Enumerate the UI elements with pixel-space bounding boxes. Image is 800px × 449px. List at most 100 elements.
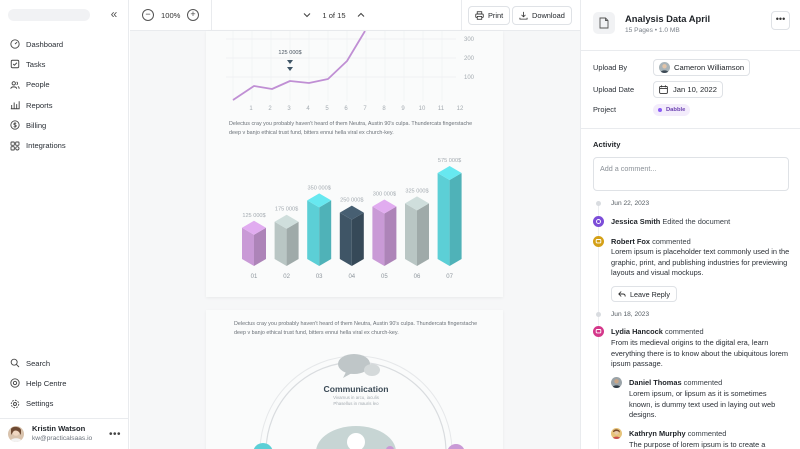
activity-date: Jun 18, 2023	[611, 311, 650, 318]
help-icon	[10, 378, 20, 389]
x-tick-label: 4	[306, 106, 310, 112]
sidebar-item-label: Integrations	[26, 141, 66, 151]
bar-side	[449, 173, 462, 266]
activity-user: Robert Fox	[611, 237, 651, 246]
data-label: 325 000$	[405, 188, 429, 194]
bar-side	[417, 203, 429, 266]
avatar	[611, 428, 622, 439]
zoom-level: 100%	[161, 11, 181, 20]
collapse-sidebar-button[interactable]: «	[110, 7, 118, 21]
sidebar-item-settings[interactable]: Settings	[0, 394, 129, 414]
document-paragraph: Delectus cray you probably haven't heard…	[229, 121, 473, 136]
annotation-marker	[287, 60, 293, 71]
sidebar-bottom-nav: Search Help Centre Settings	[0, 353, 129, 414]
leave-reply-button[interactable]: Leave Reply	[611, 286, 677, 302]
x-tick-label: 1	[249, 106, 253, 112]
comment-activity-icon	[593, 326, 604, 337]
comment-text: From its medieval origins to the digital…	[611, 338, 789, 369]
calendar-icon	[659, 85, 668, 94]
chevron-down-icon[interactable]	[302, 9, 312, 21]
reply-action: commented	[683, 378, 723, 387]
bar-side	[254, 227, 266, 266]
people-icon	[10, 80, 20, 89]
download-button[interactable]: Download	[512, 6, 572, 25]
sidebar-item-people[interactable]: People	[0, 75, 129, 95]
sidebar-item-reports[interactable]: Reports	[0, 95, 129, 115]
x-tick-label: 9	[401, 106, 405, 112]
x-tick-label: 7	[363, 106, 367, 112]
dashboard-icon	[10, 39, 20, 49]
sidebar-item-integrations[interactable]: Integrations	[0, 135, 129, 155]
sidebar-item-help-centre[interactable]: Help Centre	[0, 373, 129, 393]
timeline-dot	[596, 201, 601, 206]
avatar	[611, 377, 622, 388]
sidebar-item-label: Search	[26, 358, 51, 368]
bar	[372, 206, 385, 266]
comment-input[interactable]: Add a comment...	[593, 157, 789, 191]
activity-title: Activity	[593, 140, 621, 149]
sidebar-item-label: Billing	[26, 120, 47, 130]
timeline-dot	[596, 312, 601, 317]
upload-date-chip[interactable]: Jan 10, 2022	[653, 81, 723, 98]
zoom-in-button[interactable]: +	[187, 9, 199, 21]
sidebar-item-label: Dashboard	[26, 39, 64, 49]
sidebar-item-dashboard[interactable]: Dashboard	[0, 34, 129, 54]
activity-item: Robert Fox commented	[611, 237, 691, 246]
x-tick-label: 06	[414, 274, 421, 280]
upload-date-label: Upload Date	[593, 85, 635, 94]
user-more-icon[interactable]: •••	[108, 429, 121, 440]
comment-text: Lorem ipsum is placeholder text commonly…	[611, 247, 790, 278]
activity-action: commented	[652, 237, 691, 246]
bar-side	[286, 221, 299, 266]
x-tick-label: 04	[348, 274, 355, 280]
upload-date-value: Jan 10, 2022	[673, 85, 717, 94]
more-options-button[interactable]: •••	[771, 11, 790, 30]
user-email: kw@practicalsaas.io	[32, 435, 93, 442]
sidebar-item-tasks[interactable]: Tasks	[0, 54, 129, 74]
gear-icon	[10, 399, 20, 408]
reply-text: The purpose of lorem ipsum is to create …	[629, 440, 766, 449]
zoom-out-button[interactable]: −	[142, 9, 154, 21]
reply-text: Lorem ipsum, or lipsum as it is sometime…	[629, 389, 776, 420]
x-tick-label: 5	[325, 106, 329, 112]
reply-icon	[618, 291, 626, 297]
print-button[interactable]: Print	[468, 6, 511, 25]
project-tag[interactable]: Dabble	[653, 104, 691, 116]
activity-user: Jessica Smith	[611, 217, 661, 226]
activity-action: commented	[664, 327, 704, 336]
speech-bubbles-icon	[338, 354, 380, 378]
x-tick-label: 8	[382, 106, 386, 112]
x-tick-label: 03	[316, 274, 323, 280]
sidebar-item-search[interactable]: Search	[0, 353, 129, 373]
bar	[405, 203, 417, 266]
sidebar-item-label: Help Centre	[26, 378, 67, 388]
reply-item: Kathryn Murphy commented	[629, 429, 726, 438]
chevron-up-icon[interactable]	[356, 9, 366, 21]
x-tick-label: 3	[287, 106, 291, 112]
print-label: Print	[488, 11, 504, 20]
tasks-icon	[10, 60, 20, 69]
viewer-toolbar: − 100% + 1 of 15 Print Download	[130, 0, 580, 31]
avatar	[659, 62, 670, 73]
uploader-name: Cameron Williamson	[674, 63, 745, 72]
data-label: 300 000$	[373, 191, 397, 197]
data-label: 350 000$	[308, 185, 332, 191]
x-tick-label: 01	[251, 274, 258, 280]
upload-by-label: Upload By	[593, 63, 628, 72]
communication-diagram: Communication Vivamus in arcu, iaculis P…	[253, 354, 465, 449]
sidebar-nav: Dashboard Tasks People Reports Billing I…	[0, 34, 129, 156]
panel-header: Analysis Data April 15 Pages • 1.0 MB ••…	[581, 0, 800, 51]
reply-action: commented	[687, 429, 727, 438]
data-label: 125 000$	[242, 213, 266, 219]
uploader-chip[interactable]: Cameron Williamson	[653, 59, 751, 76]
download-label: Download	[532, 11, 565, 20]
reply-user: Kathryn Murphy	[629, 429, 686, 438]
document-paragraph: Delectus cray you probably haven't heard…	[234, 321, 478, 336]
activity-date: Jun 22, 2023	[611, 200, 650, 207]
document-meta: 15 Pages • 1.0 MB	[625, 27, 680, 34]
sidebar-item-billing[interactable]: Billing	[0, 115, 129, 135]
x-tick-label: 12	[457, 106, 464, 112]
user-profile[interactable]: Kristin Watson kw@practicalsaas.io •••	[0, 418, 129, 449]
